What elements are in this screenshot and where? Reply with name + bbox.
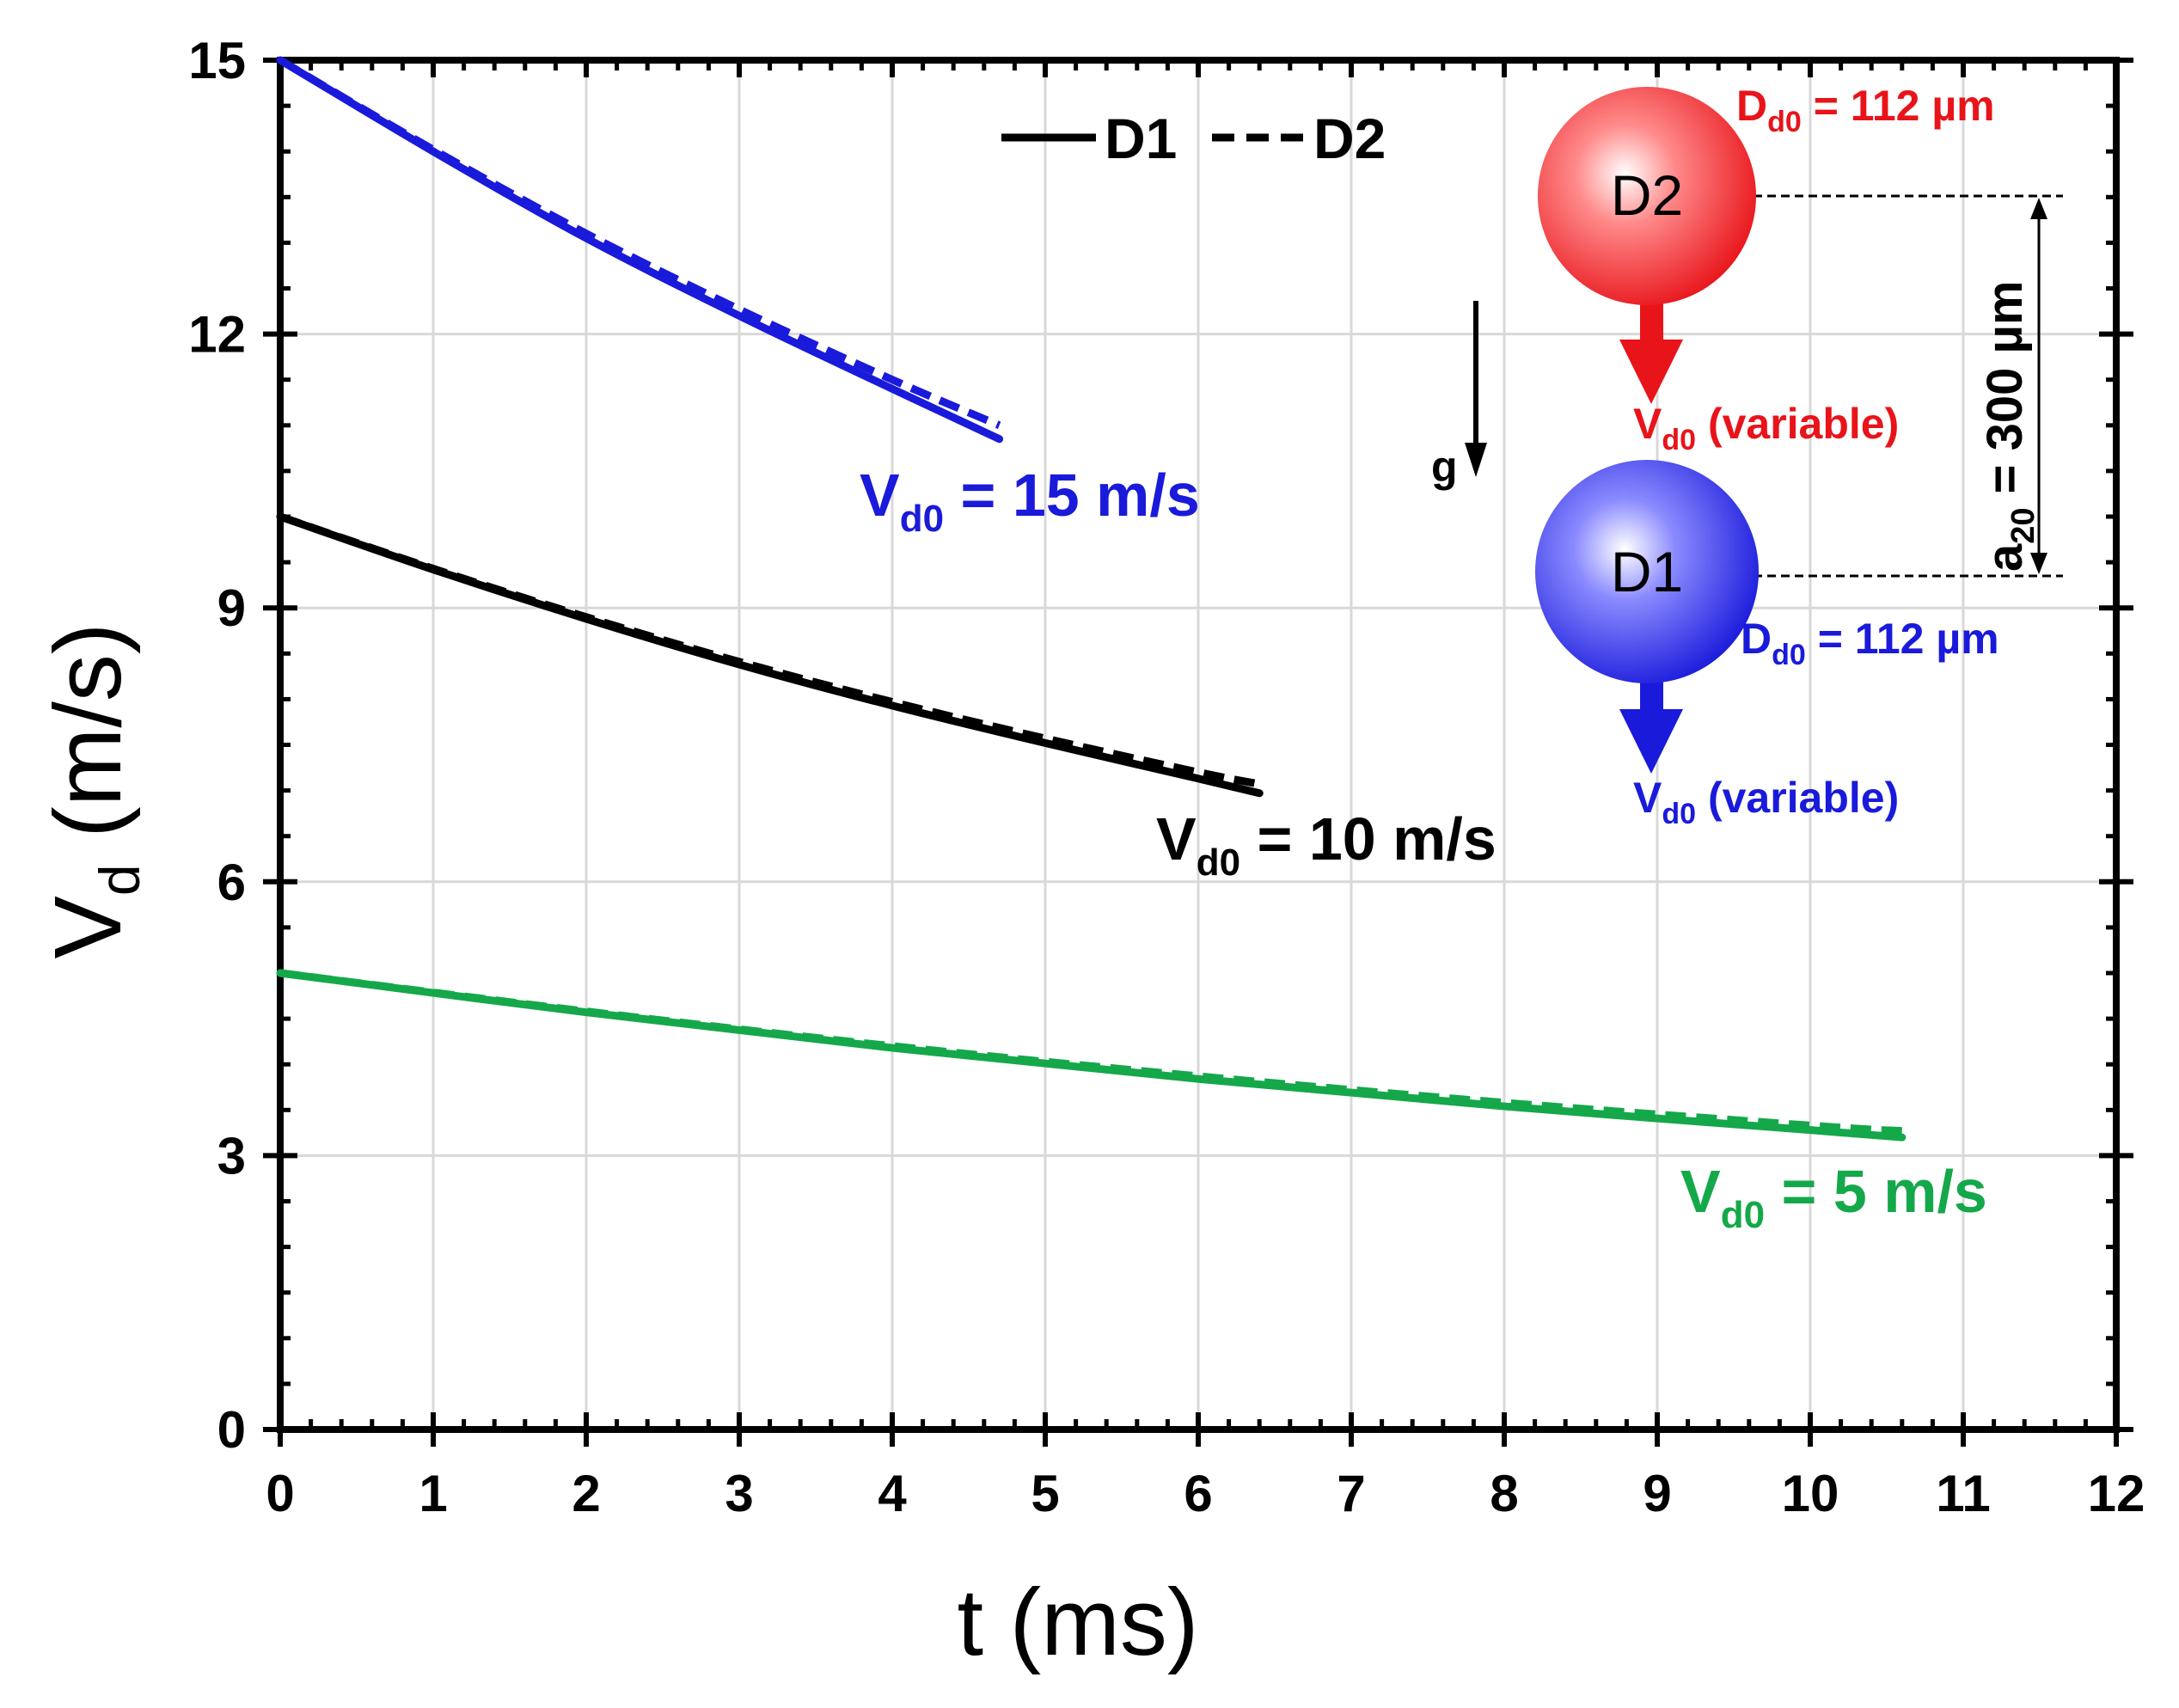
curve-label-15: Vd0 = 15 m/s (860, 462, 1200, 540)
y-tick-label: 15 (188, 32, 246, 89)
x-tick-label: 9 (1643, 1465, 1671, 1522)
y-tick-label: 9 (217, 579, 246, 637)
droplet-d2 (1538, 87, 1756, 305)
series-d2-group-1 (278, 512, 1261, 788)
spacing-arrowhead-down (2030, 553, 2047, 574)
x-tick-label: 12 (2088, 1465, 2145, 1522)
y-tick-label: 3 (217, 1127, 246, 1185)
curve-label-5: Vd0 = 5 m/s (1680, 1158, 1987, 1236)
gravity-label: g (1431, 443, 1458, 491)
x-tick-labels: 0 1 2 3 4 5 6 7 8 9 10 11 12 (266, 1465, 2145, 1522)
droplet-d1-diameter: Dd0 = 112 µm (1741, 615, 1999, 671)
plot-frame (277, 57, 2120, 1433)
legend: D1 D2 (1001, 107, 1386, 170)
series-d2-group-0 (278, 57, 1001, 429)
droplet-d2-velocity-arrow (1619, 288, 1683, 404)
x-tick-label: 8 (1490, 1465, 1518, 1522)
legend-label-d2: D2 (1313, 107, 1386, 170)
series-d1-group-0 (276, 56, 1004, 444)
x-tick-label: 2 (572, 1465, 600, 1522)
x-tick-label: 1 (419, 1465, 447, 1522)
droplet-d2-velocity-label: Vd0 (variable) (1633, 400, 1899, 456)
x-tick-label: 11 (1936, 1465, 1990, 1522)
x-tick-label: 6 (1184, 1465, 1212, 1522)
curve-label-10: Vd0 = 10 m/s (1156, 805, 1497, 884)
gravity-arrow: g (1431, 301, 1487, 491)
series-layer (276, 56, 1907, 1142)
droplet-d1-velocity-arrow (1619, 670, 1683, 774)
x-tick-label: 0 (266, 1465, 294, 1522)
x-tick-label: 7 (1337, 1465, 1365, 1522)
spacing-arrowhead-up (2030, 198, 2047, 219)
series-d2-group-2 (279, 969, 1903, 1136)
series-d1-group-1 (276, 512, 1264, 798)
gravity-arrow-head (1465, 443, 1487, 477)
y-tick-label: 12 (188, 306, 246, 364)
droplet-d2-diameter: Dd0 = 112 µm (1736, 82, 1995, 138)
spacing-label: a20 = 300 µm (1977, 280, 2041, 572)
x-tick-label: 4 (878, 1465, 907, 1522)
droplet-d1-label: D1 (1611, 540, 1683, 603)
droplet-d2-label: D2 (1611, 163, 1683, 227)
y-tick-label: 0 (217, 1401, 246, 1459)
x-axis-title: t (ms) (957, 1570, 1198, 1675)
y-tick-labels: 0 3 6 9 12 15 (188, 32, 246, 1459)
y-tick-label: 6 (217, 854, 246, 911)
droplet-schematic: a20 = 300 µm D2 Dd0 = 112 µm Vd0 (variab… (1535, 82, 2063, 830)
x-tick-label: 10 (1782, 1465, 1839, 1522)
x-tick-label: 5 (1031, 1465, 1059, 1522)
legend-label-d1: D1 (1105, 107, 1177, 170)
y-axis-title: Vd (m/s) (35, 622, 151, 958)
series-d1-group-2 (276, 969, 1907, 1142)
x-tick-label: 3 (725, 1465, 753, 1522)
droplet-d1 (1535, 460, 1759, 683)
droplet-d1-velocity-label: Vd0 (variable) (1633, 774, 1899, 830)
